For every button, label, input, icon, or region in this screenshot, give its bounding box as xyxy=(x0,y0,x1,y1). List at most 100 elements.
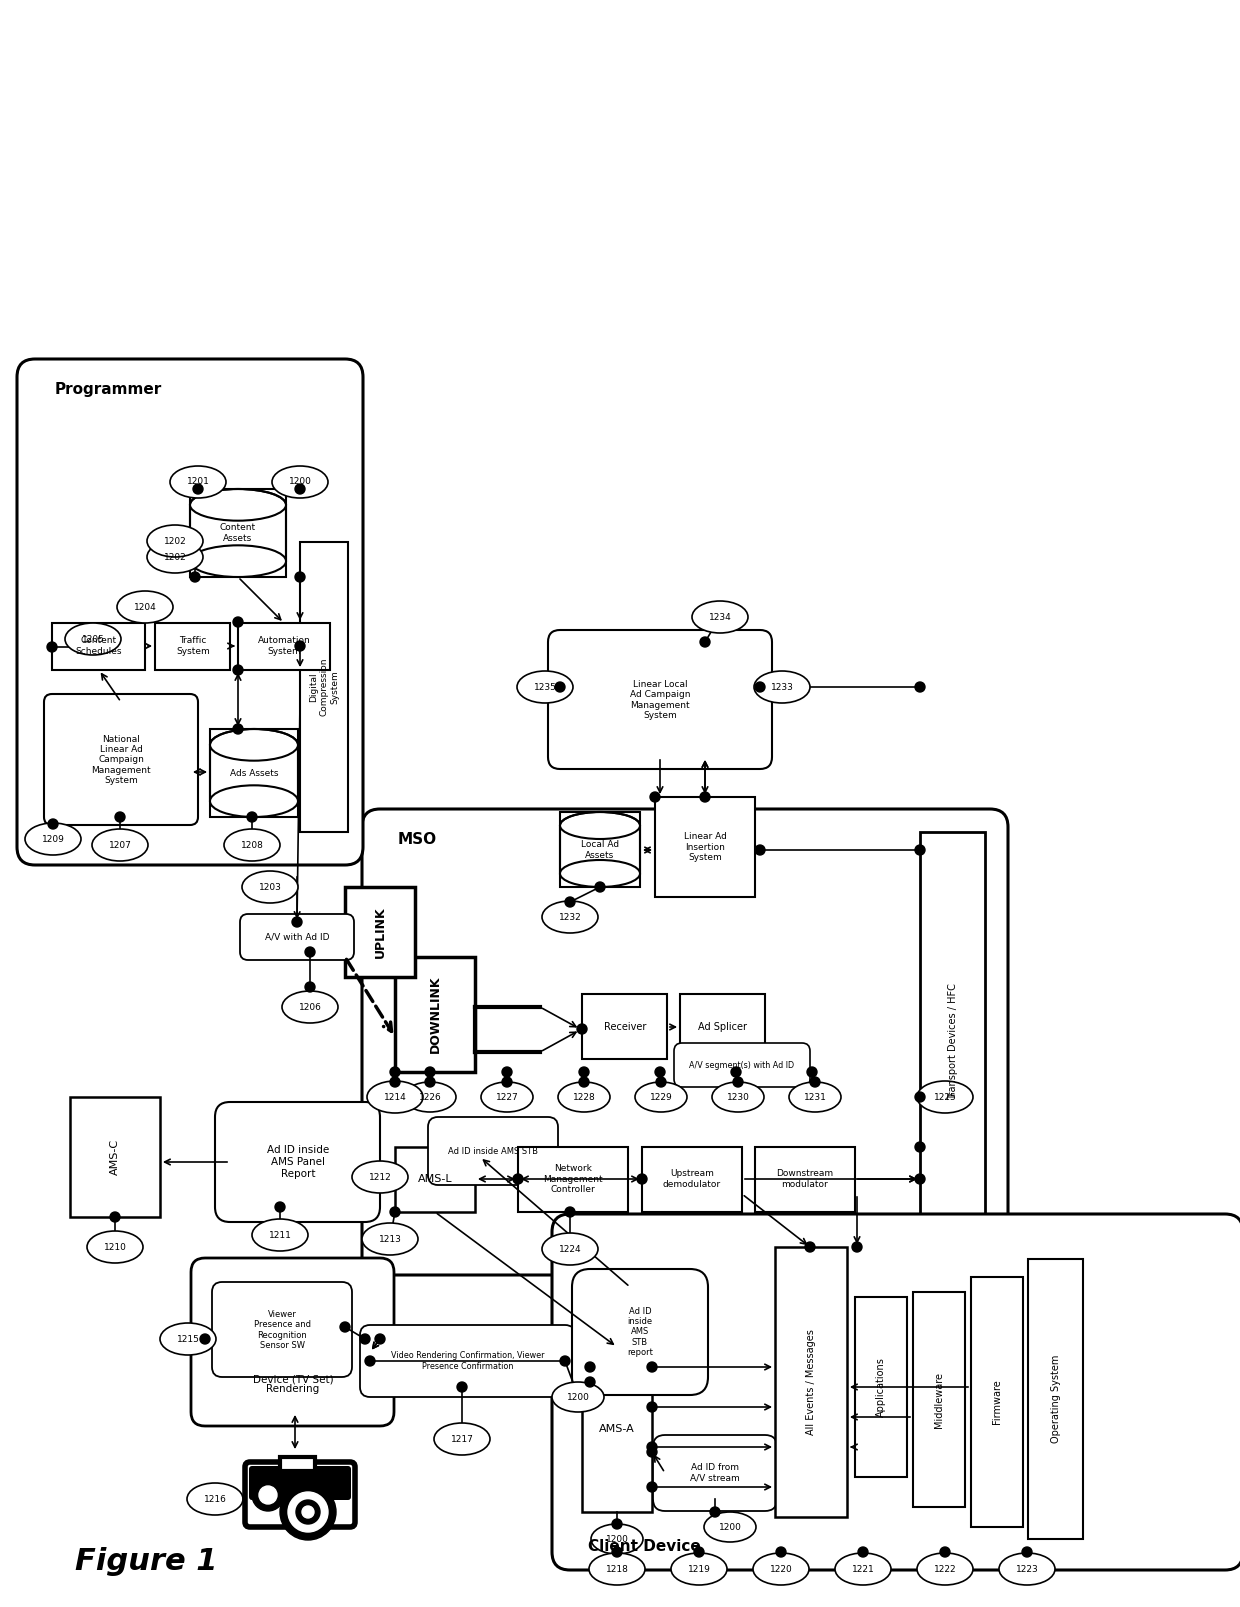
Bar xyxy=(560,812,640,887)
Ellipse shape xyxy=(148,525,203,558)
Circle shape xyxy=(733,1077,743,1086)
FancyBboxPatch shape xyxy=(43,694,198,824)
Text: UPLINK: UPLINK xyxy=(373,906,387,958)
Circle shape xyxy=(47,643,57,652)
Text: 1216: 1216 xyxy=(203,1495,227,1504)
Circle shape xyxy=(647,1482,657,1491)
Circle shape xyxy=(365,1356,374,1366)
Text: 1200: 1200 xyxy=(605,1535,629,1543)
Text: Middleware: Middleware xyxy=(934,1372,944,1429)
Ellipse shape xyxy=(918,1552,973,1585)
Text: 1232: 1232 xyxy=(559,913,582,921)
Circle shape xyxy=(858,1548,868,1557)
Circle shape xyxy=(556,681,565,693)
Bar xyxy=(1028,1258,1083,1540)
Text: Downstream
modulator: Downstream modulator xyxy=(776,1170,833,1189)
FancyBboxPatch shape xyxy=(572,1270,708,1395)
Text: 1235: 1235 xyxy=(533,683,557,691)
Circle shape xyxy=(656,1077,666,1086)
Circle shape xyxy=(647,1446,657,1458)
Text: MSO: MSO xyxy=(398,832,438,847)
Bar xyxy=(856,1297,906,1477)
Ellipse shape xyxy=(918,1082,973,1114)
Text: Traffic
System: Traffic System xyxy=(176,636,210,656)
Text: Linear Local
Ad Campaign
Management
System: Linear Local Ad Campaign Management Syst… xyxy=(630,680,691,720)
Ellipse shape xyxy=(589,1552,645,1585)
Ellipse shape xyxy=(712,1082,764,1112)
Circle shape xyxy=(915,1175,925,1184)
FancyBboxPatch shape xyxy=(362,808,1008,1274)
Text: 1210: 1210 xyxy=(104,1242,126,1252)
FancyBboxPatch shape xyxy=(212,1282,352,1377)
Bar xyxy=(155,624,229,670)
Text: AMS-A: AMS-A xyxy=(599,1424,635,1433)
Circle shape xyxy=(374,1334,384,1343)
FancyBboxPatch shape xyxy=(552,1213,1240,1570)
Circle shape xyxy=(280,1483,336,1540)
Text: 1201: 1201 xyxy=(186,477,210,487)
Ellipse shape xyxy=(635,1082,687,1112)
Text: 1209: 1209 xyxy=(42,834,64,844)
Bar xyxy=(655,797,755,897)
Text: 1200: 1200 xyxy=(567,1393,589,1401)
Circle shape xyxy=(295,484,305,493)
Circle shape xyxy=(776,1548,786,1557)
Circle shape xyxy=(647,1363,657,1372)
FancyBboxPatch shape xyxy=(360,1326,575,1396)
Ellipse shape xyxy=(272,466,329,498)
FancyBboxPatch shape xyxy=(191,1258,394,1425)
Ellipse shape xyxy=(252,1220,308,1250)
Text: 1219: 1219 xyxy=(687,1565,711,1573)
Circle shape xyxy=(755,681,765,693)
Bar xyxy=(920,832,985,1252)
Ellipse shape xyxy=(210,730,298,760)
Bar xyxy=(300,542,348,832)
FancyBboxPatch shape xyxy=(246,1462,355,1527)
Circle shape xyxy=(295,641,305,651)
Ellipse shape xyxy=(671,1552,727,1585)
Text: 1217: 1217 xyxy=(450,1435,474,1443)
Bar xyxy=(69,1098,160,1216)
Text: Digital
Compression
System: Digital Compression System xyxy=(309,657,339,717)
Text: AMS-L: AMS-L xyxy=(418,1175,453,1184)
Text: Linear Ad
Insertion
System: Linear Ad Insertion System xyxy=(683,832,727,861)
Text: Network
Management
Controller: Network Management Controller xyxy=(543,1163,603,1194)
Circle shape xyxy=(579,1077,589,1086)
Text: 1234: 1234 xyxy=(708,612,732,622)
Circle shape xyxy=(115,812,125,823)
Bar xyxy=(775,1247,847,1517)
FancyBboxPatch shape xyxy=(675,1043,810,1086)
Ellipse shape xyxy=(753,1552,808,1585)
FancyBboxPatch shape xyxy=(17,358,363,865)
Ellipse shape xyxy=(591,1523,644,1554)
Circle shape xyxy=(807,1067,817,1077)
Text: Programmer: Programmer xyxy=(55,382,162,397)
Circle shape xyxy=(233,725,243,734)
Circle shape xyxy=(585,1363,595,1372)
Circle shape xyxy=(288,1491,329,1531)
Circle shape xyxy=(110,1212,120,1221)
Bar xyxy=(210,730,298,816)
FancyBboxPatch shape xyxy=(215,1102,379,1221)
Text: 1213: 1213 xyxy=(378,1234,402,1244)
Circle shape xyxy=(655,1067,665,1077)
Bar xyxy=(755,1147,856,1212)
Ellipse shape xyxy=(170,466,226,498)
Text: 1218: 1218 xyxy=(605,1565,629,1573)
Text: 1202: 1202 xyxy=(164,553,186,561)
Ellipse shape xyxy=(160,1323,216,1355)
Circle shape xyxy=(694,1548,704,1557)
Circle shape xyxy=(915,845,925,855)
Circle shape xyxy=(755,845,765,855)
Circle shape xyxy=(805,1242,815,1252)
Circle shape xyxy=(296,1499,320,1523)
Bar xyxy=(582,1347,652,1512)
Circle shape xyxy=(247,812,257,823)
Ellipse shape xyxy=(187,1483,243,1515)
Circle shape xyxy=(252,1478,284,1511)
Circle shape xyxy=(1022,1548,1032,1557)
Ellipse shape xyxy=(281,992,339,1024)
Text: 1231: 1231 xyxy=(804,1093,826,1101)
FancyBboxPatch shape xyxy=(428,1117,558,1184)
Text: Ad Splicer: Ad Splicer xyxy=(697,1022,746,1032)
